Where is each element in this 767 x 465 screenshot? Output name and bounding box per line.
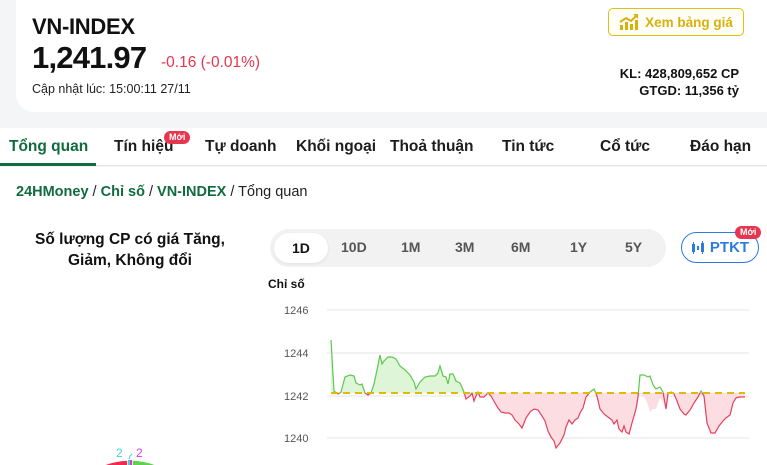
trading-stats: KL: 428,809,652 CP GTGD: 11,356 tỷ [620, 65, 739, 99]
active-tab-indicator [0, 163, 96, 166]
tab-overview[interactable]: Tổng quan [9, 138, 89, 155]
tab-negotiated[interactable]: Thoả thuận [390, 138, 474, 155]
new-badge: Mới [164, 131, 191, 144]
chart-growth-icon [619, 14, 639, 30]
breadcrumb-vnindex[interactable]: VN-INDEX [157, 184, 227, 200]
tab-signals-label: Tín hiệu [114, 138, 174, 155]
index-change: -0.16 (-0.01%) [161, 54, 261, 71]
tab-signals[interactable]: Tín hiệu [114, 138, 173, 156]
update-time: Cập nhật lúc: 15:00:11 27/11 [32, 82, 191, 96]
y-tick: 1246 [284, 305, 308, 317]
tab-dividends[interactable]: Cổ tức [600, 138, 650, 155]
y-tick: 1240 [284, 433, 308, 445]
tab-bar: Tổng quan Tín hiệu Mới Tự doanh Khối ngo… [0, 128, 767, 166]
candlestick-icon [691, 240, 704, 254]
tab-foreign[interactable]: Khối ngoại [296, 138, 377, 155]
breadcrumb-sep: / [226, 184, 239, 200]
pie-label-floor: 2 [136, 446, 143, 460]
pie-label-ceiling: 2 [116, 446, 123, 460]
index-line-chart: 1246 1244 1242 1240 [284, 305, 749, 450]
range-1m[interactable]: 1M [401, 239, 421, 255]
range-3m[interactable]: 3M [455, 239, 475, 255]
breadcrumb-sep: / [88, 184, 101, 200]
y-tick: 1244 [284, 348, 308, 360]
price-board-button[interactable]: Xem bảng giá [608, 8, 744, 36]
range-1d[interactable]: 1D [274, 233, 328, 263]
main-content: 24HMoney / Chỉ số / VN-INDEX / Tổng quan… [0, 167, 767, 465]
price-board-label: Xem bảng giá [645, 14, 733, 30]
tab-maturity[interactable]: Đáo hạn [690, 138, 752, 155]
index-title: VN-INDEX [32, 14, 135, 39]
technical-analysis-button[interactable]: PTKT [681, 232, 759, 263]
range-1y[interactable]: 1Y [570, 239, 588, 255]
new-badge: Mới [735, 226, 762, 239]
volume-text: KL: 428,809,652 CP [619, 66, 739, 81]
breadcrumb: 24HMoney / Chỉ số / VN-INDEX / Tổng quan [16, 184, 308, 200]
range-5y[interactable]: 5Y [625, 239, 643, 255]
breadcrumb-current: Tổng quan [238, 184, 308, 200]
breadcrumb-home[interactable]: 24HMoney [16, 184, 89, 200]
value-text: GTGD: 11,356 tỷ [639, 83, 739, 98]
tab-proprietary[interactable]: Tự doanh [205, 138, 277, 155]
range-10d[interactable]: 10D [341, 239, 367, 255]
breadcrumb-index[interactable]: Chỉ số [100, 184, 145, 200]
pie-chart-title: Số lượng CP có giá Tăng, Giảm, Không đổi [35, 231, 225, 269]
breadcrumb-sep: / [144, 184, 158, 200]
y-tick: 1242 [284, 391, 308, 403]
advance-decline-pie-chart: 110 112 183 2 2 [101, 446, 159, 465]
index-header-card: VN-INDEX 1,241.97 -0.16 (-0.01%) Cập nhậ… [16, 0, 767, 112]
time-range-selector: 1D 10D 1M 3M 6M 1Y 5Y [270, 229, 666, 267]
y-axis-title: Chỉ số [268, 277, 305, 291]
tab-news[interactable]: Tin tức [502, 138, 555, 155]
index-price: 1,241.97 [32, 40, 147, 75]
ptkt-label: PTKT [709, 239, 750, 256]
range-6m[interactable]: 6M [511, 239, 531, 255]
